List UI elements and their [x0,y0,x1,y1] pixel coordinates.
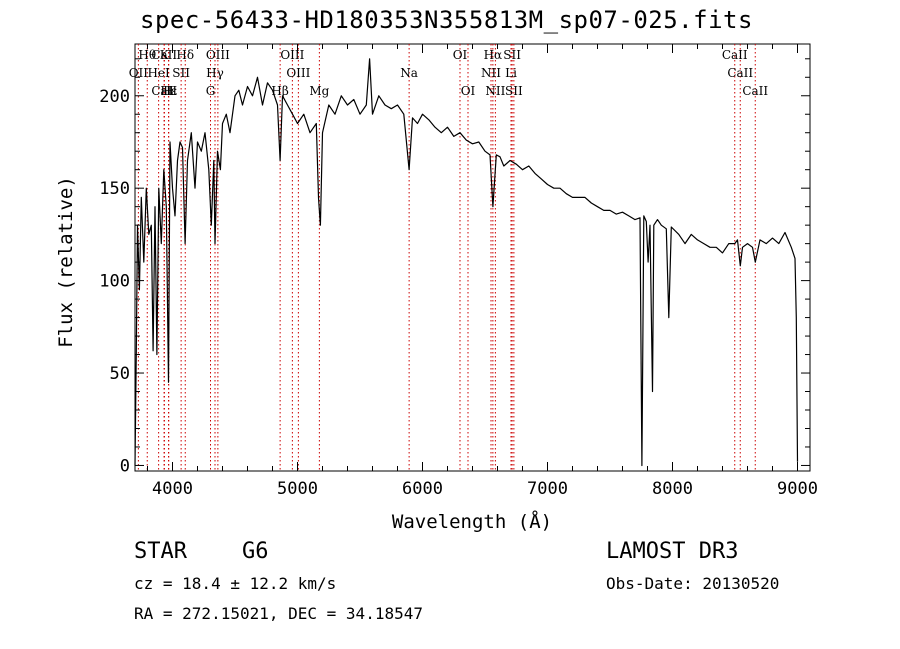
marker-label: Li [505,66,517,80]
y-tick-label: 50 [110,364,130,384]
marker-label: Hθ [138,48,156,62]
marker-label: OIII [206,48,230,62]
marker-label: SII [503,48,521,62]
marker-label: OII [129,66,149,80]
coordinates-readout: RA = 272.15021, DEC = 34.18547 [134,604,423,623]
object-type: STAR [134,539,187,564]
marker-label: OIII [280,48,304,62]
marker-label: OI [461,84,476,98]
marker-label: Hβ [271,84,288,98]
x-tick-label: 9000 [777,479,818,499]
marker-label: CaII [151,48,177,62]
y-tick-label: 0 [120,456,130,476]
marker-label: Hε [160,84,177,98]
chart-title: spec-56433-HD180353N355813M_sp07-025.fit… [140,6,753,34]
x-tick-label: 5000 [277,479,318,499]
y-axis-label: Flux (relative) [55,176,77,348]
marker-label: Hδ [176,48,194,62]
y-tick-label: 200 [99,87,130,107]
marker-label: OI [453,48,468,62]
marker-label: Hγ [206,66,224,80]
spectral-subclass: G6 [242,539,269,564]
x-axis-label: Wavelength (Å) [391,511,553,533]
marker-label: H [163,84,173,98]
marker-label: K [160,48,170,62]
y-tick-label: 100 [99,272,130,292]
marker-label: CaII [722,48,748,62]
y-tick-label: 150 [99,179,130,199]
marker-label: Mg [309,84,329,98]
marker-label: CaII [151,84,177,98]
marker-label: CaII [727,66,753,80]
marker-label: SII [505,84,523,98]
observation-date: Obs-Date: 20130520 [606,574,780,593]
marker-label: SII [172,66,190,80]
marker-label: OIII [286,66,310,80]
x-tick-label: 7000 [527,479,568,499]
marker-label: Hα [484,48,503,62]
x-tick-label: 6000 [402,479,443,499]
x-tick-label: 4000 [152,479,193,499]
spectrum-line [134,58,799,467]
plot-frame [134,43,811,472]
redshift-readout: cz = 18.4 ± 12.2 km/s [134,574,337,593]
marker-label: CaII [742,84,768,98]
marker-label: G [206,84,216,98]
x-tick-label: 8000 [652,479,693,499]
marker-label: NII [485,84,505,98]
marker-label: HeI [147,66,170,80]
marker-label: NII [481,66,501,80]
marker-label: Na [400,66,418,80]
survey-name: LAMOST DR3 [606,539,739,564]
